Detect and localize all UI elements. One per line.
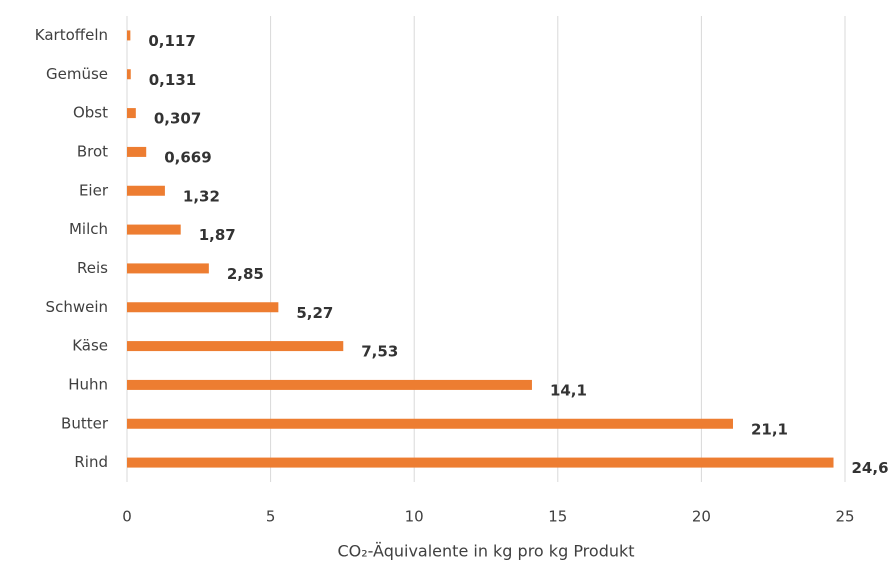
y-tick-label: Gemüse <box>46 65 108 83</box>
x-tick-label: 25 <box>835 508 854 526</box>
x-tick-label: 5 <box>266 508 276 526</box>
x-tick-label: 15 <box>548 508 567 526</box>
value-label: 14,1 <box>550 381 587 399</box>
x-tick-label: 10 <box>405 508 424 526</box>
bar <box>127 30 131 41</box>
y-tick-label: Eier <box>79 181 109 199</box>
x-tick-label: 0 <box>122 508 132 526</box>
y-tick-label: Obst <box>73 104 108 122</box>
x-tick-label: 20 <box>692 508 711 526</box>
value-label: 0,117 <box>148 32 195 50</box>
bar <box>127 69 131 80</box>
bar <box>127 185 165 196</box>
y-tick-label: Milch <box>69 220 108 238</box>
bar <box>127 224 181 235</box>
bar <box>127 457 834 468</box>
value-label: 21,1 <box>751 420 788 438</box>
y-tick-label: Rind <box>74 453 108 471</box>
y-tick-label: Kartoffeln <box>35 26 108 44</box>
bar <box>127 302 279 313</box>
x-axis-title: CO₂-Äquivalente in kg pro kg Produkt <box>337 542 634 561</box>
bar <box>127 263 209 274</box>
y-tick-label: Käse <box>72 337 108 355</box>
value-label: 24,6 <box>852 459 889 477</box>
value-label: 0,307 <box>154 110 201 128</box>
bar <box>127 146 147 157</box>
value-label: 2,85 <box>227 265 264 283</box>
bar <box>127 341 344 352</box>
bar <box>127 379 532 390</box>
y-tick-label: Schwein <box>46 298 108 316</box>
y-tick-label: Reis <box>77 259 108 277</box>
y-tick-label: Huhn <box>68 375 108 393</box>
value-label: 0,131 <box>149 71 196 89</box>
value-label: 5,27 <box>296 304 333 322</box>
value-label: 1,87 <box>199 226 236 244</box>
value-label: 0,669 <box>164 148 211 166</box>
bar <box>127 418 733 429</box>
y-tick-label: Brot <box>77 142 108 160</box>
y-tick-label: Butter <box>61 414 109 432</box>
bar <box>127 108 136 119</box>
value-label: 1,32 <box>183 187 220 205</box>
value-label: 7,53 <box>361 343 398 361</box>
